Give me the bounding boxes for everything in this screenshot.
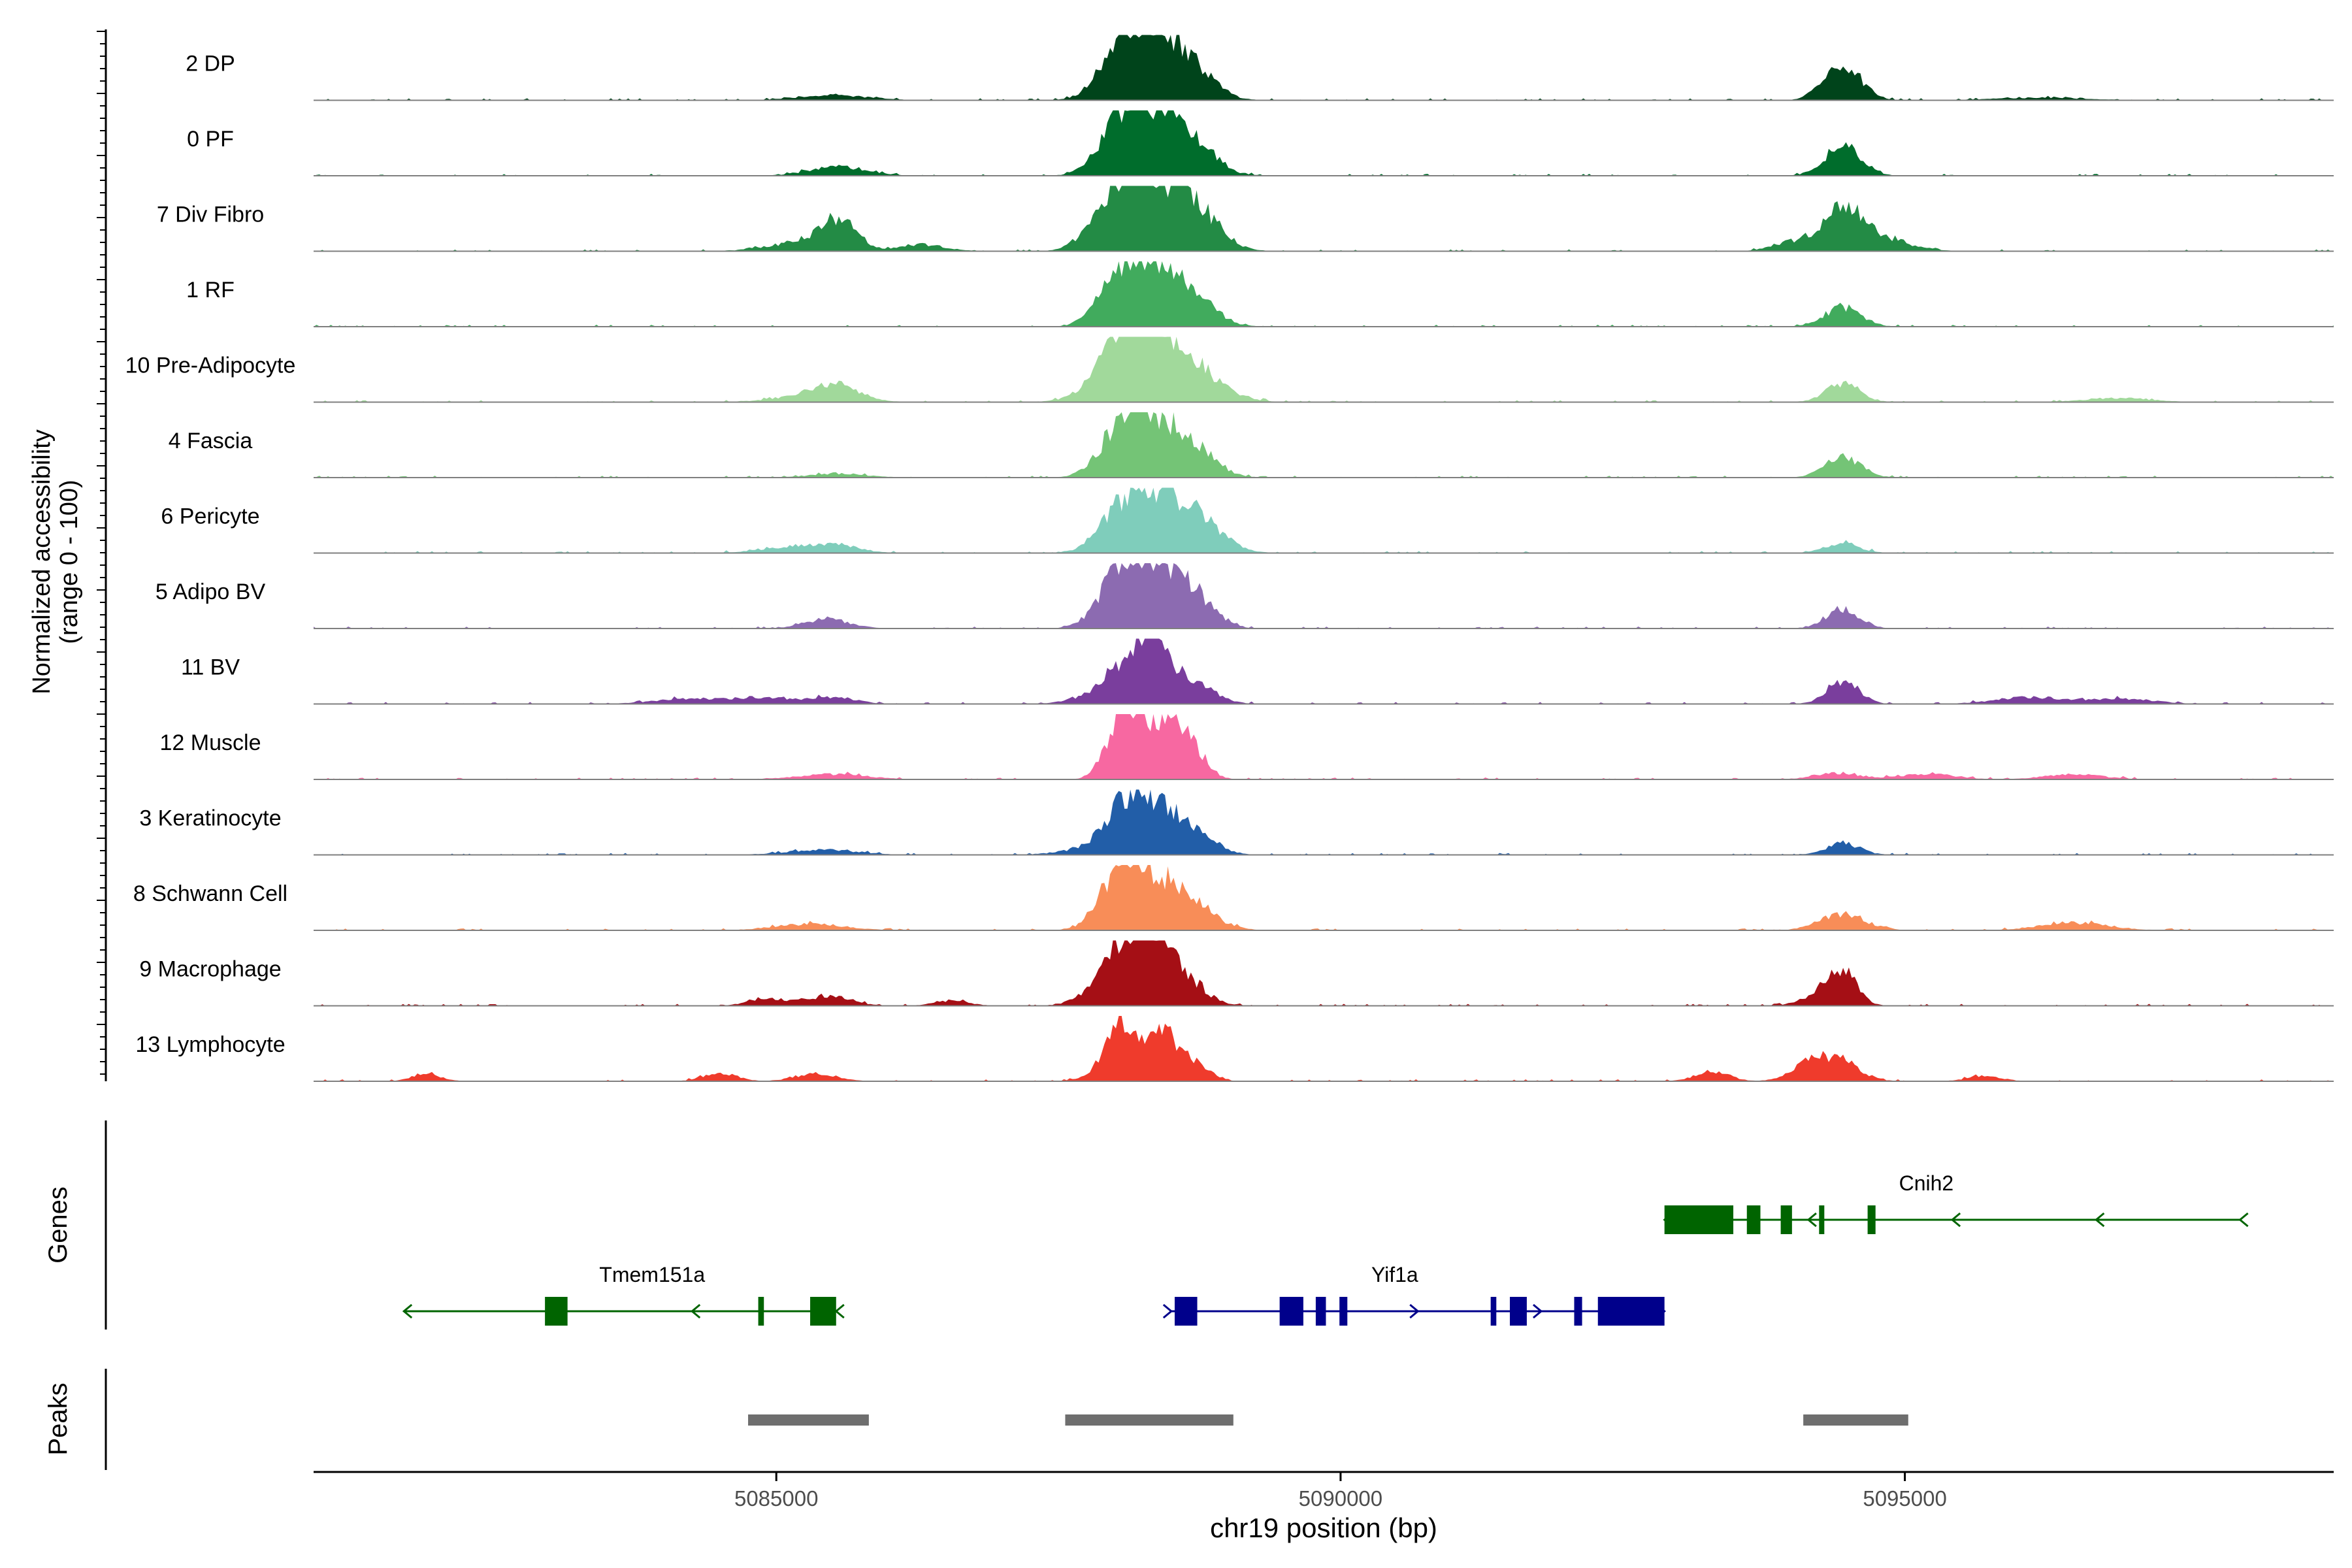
track-2: 0 PF: [187, 110, 2334, 176]
gene-label: Tmem151a: [599, 1263, 705, 1286]
track-label: 3 Keratinocyte: [139, 806, 281, 831]
track-7: 6 Pericyte: [161, 488, 2334, 553]
y-axis-label-line1: Normalized accessibility: [28, 429, 56, 694]
x-tick-label: 5095000: [1863, 1486, 1946, 1511]
track-label: 2 DP: [186, 52, 235, 76]
gene-exon: [1510, 1297, 1527, 1326]
gene-exon: [1491, 1297, 1497, 1326]
x-tick-label: 5090000: [1299, 1486, 1382, 1511]
track-label: 7 Div Fibro: [157, 203, 264, 227]
gene-exon: [1819, 1205, 1824, 1234]
x-axis: 5085000 5090000 5095000: [314, 1472, 2334, 1511]
strand-arrow: [836, 1305, 844, 1318]
peak-region-1: [748, 1414, 869, 1426]
track-label: 0 PF: [187, 127, 234, 152]
peaks-panel-label: Peaks: [44, 1382, 73, 1455]
track-label: 11 BV: [181, 655, 240, 680]
gene-cnih2: Cnih2: [1665, 1171, 2248, 1234]
gene-exon: [810, 1297, 836, 1326]
peaks-panel: Peaks: [44, 1369, 1908, 1470]
track-label: 8 Schwann Cell: [133, 881, 287, 906]
coverage-area: [314, 1016, 2334, 1081]
coverage-area: [314, 563, 2334, 629]
x-axis-label: chr19 position (bp): [1210, 1512, 1437, 1543]
track-4: 1 RF: [186, 261, 2334, 327]
coverage-tracks: 2 DP 0 PF 7 Div Fibro 1 RF 10 Pre-Adipocyte 4…: [125, 35, 2334, 1082]
coverage-area: [314, 639, 2334, 704]
track-9: 11 BV: [181, 639, 2334, 704]
track-14: 13 Lymphocyte: [135, 1016, 2334, 1081]
gene-exon: [1574, 1297, 1582, 1326]
track-11: 3 Keratinocyte: [139, 790, 2334, 855]
track-label: 1 RF: [186, 278, 235, 302]
track-13: 9 Macrophage: [139, 941, 2334, 1006]
coverage-area: [314, 110, 2334, 176]
gene-yif1a: Yif1a: [1164, 1263, 1665, 1326]
gene-tmem151a: Tmem151a: [404, 1263, 844, 1326]
track-label: 9 Macrophage: [139, 957, 281, 982]
x-tick-label: 5085000: [734, 1486, 818, 1511]
coverage-area: [314, 337, 2334, 402]
gene-label: Yif1a: [1371, 1263, 1418, 1286]
genes-panel-label: Genes: [44, 1186, 73, 1264]
chart-figure: Normalized accessibility (range 0 - 100)…: [0, 0, 2352, 1568]
gene-exon: [1175, 1297, 1198, 1326]
track-label: 10 Pre-Adipocyte: [125, 353, 296, 378]
peak-region-2: [1065, 1414, 1233, 1426]
track-label: 4 Fascia: [169, 429, 253, 453]
coverage-area: [314, 412, 2334, 478]
coverage-area: [314, 865, 2334, 930]
track-8: 5 Adipo BV: [155, 563, 2334, 629]
gene-exon: [1747, 1205, 1761, 1234]
gene-exon: [1598, 1297, 1665, 1326]
strand-arrow: [2240, 1213, 2248, 1226]
strand-arrow: [1164, 1305, 1171, 1318]
track-5: 10 Pre-Adipocyte: [125, 337, 2334, 402]
track-label: 13 Lymphocyte: [135, 1032, 285, 1057]
gene-exon: [1316, 1297, 1326, 1326]
coverage-area: [314, 488, 2334, 553]
track-12: 8 Schwann Cell: [133, 865, 2334, 930]
coverage-area: [314, 186, 2334, 252]
y-axis-accessibility: [97, 29, 106, 1081]
gene-exon: [759, 1297, 764, 1326]
gene-exon: [1665, 1205, 1733, 1234]
coverage-area: [314, 35, 2334, 101]
gene-exon: [1339, 1297, 1347, 1326]
track-1: 2 DP: [186, 35, 2334, 101]
gene-exon: [545, 1297, 568, 1326]
coverage-area: [314, 261, 2334, 327]
track-3: 7 Div Fibro: [157, 186, 2334, 252]
gene-label: Cnih2: [1899, 1171, 1954, 1195]
track-label: 12 Muscle: [160, 730, 261, 755]
peak-region-3: [1803, 1414, 1908, 1426]
track-label: 5 Adipo BV: [155, 580, 266, 604]
gene-exon: [1781, 1205, 1792, 1234]
coverage-area: [314, 714, 2334, 779]
coverage-area: [314, 790, 2334, 855]
gene-exon: [1280, 1297, 1303, 1326]
track-6: 4 Fascia: [169, 412, 2334, 478]
genes-panel: Genes Tmem151a Yif1a Cnih2: [44, 1120, 2248, 1330]
track-label: 6 Pericyte: [161, 504, 259, 529]
coverage-area: [314, 941, 2334, 1006]
y-axis-label-line2: (range 0 - 100): [56, 480, 83, 644]
gene-exon: [1868, 1205, 1876, 1234]
track-10: 12 Muscle: [160, 714, 2334, 779]
